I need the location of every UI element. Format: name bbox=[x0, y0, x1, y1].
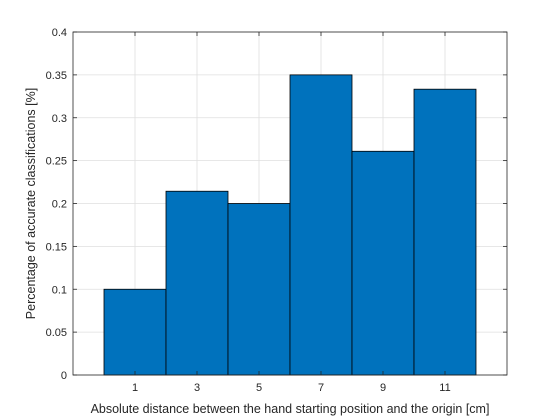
x-tick-label: 11 bbox=[439, 382, 450, 394]
y-tick-label: 0.4 bbox=[52, 27, 67, 39]
x-tick-label: 1 bbox=[132, 382, 138, 394]
y-axis-label: Percentage of accurate classifications [… bbox=[24, 88, 38, 319]
bar-9 bbox=[351, 150, 415, 376]
y-tick-label: 0.2 bbox=[52, 199, 67, 211]
x-tick-label: 3 bbox=[194, 382, 200, 394]
bar-7 bbox=[289, 74, 353, 376]
y-tick-label: 0.35 bbox=[46, 70, 67, 82]
x-tick-label: 9 bbox=[380, 382, 386, 394]
bar-1 bbox=[103, 288, 167, 376]
bar-3 bbox=[165, 190, 229, 376]
y-tick-label: 0.05 bbox=[46, 327, 67, 339]
bar-11 bbox=[413, 88, 477, 376]
x-ticks: 1 3 5 7 9 11 bbox=[132, 32, 451, 394]
bar-5 bbox=[227, 203, 291, 376]
y-tick-label: 0.1 bbox=[52, 284, 67, 296]
y-ticks: 0 0.05 0.1 0.15 0.2 0.25 0.3 0.35 0.4 bbox=[46, 27, 507, 382]
bars bbox=[103, 74, 477, 376]
y-tick-label: 0 bbox=[61, 370, 67, 382]
x-tick-label: 5 bbox=[256, 382, 262, 394]
y-tick-label: 0.25 bbox=[46, 156, 67, 168]
y-tick-label: 0.15 bbox=[46, 241, 67, 253]
x-axis-label: Absolute distance between the hand start… bbox=[91, 402, 490, 416]
y-tick-label: 0.3 bbox=[52, 113, 67, 125]
x-tick-label: 7 bbox=[318, 382, 324, 394]
